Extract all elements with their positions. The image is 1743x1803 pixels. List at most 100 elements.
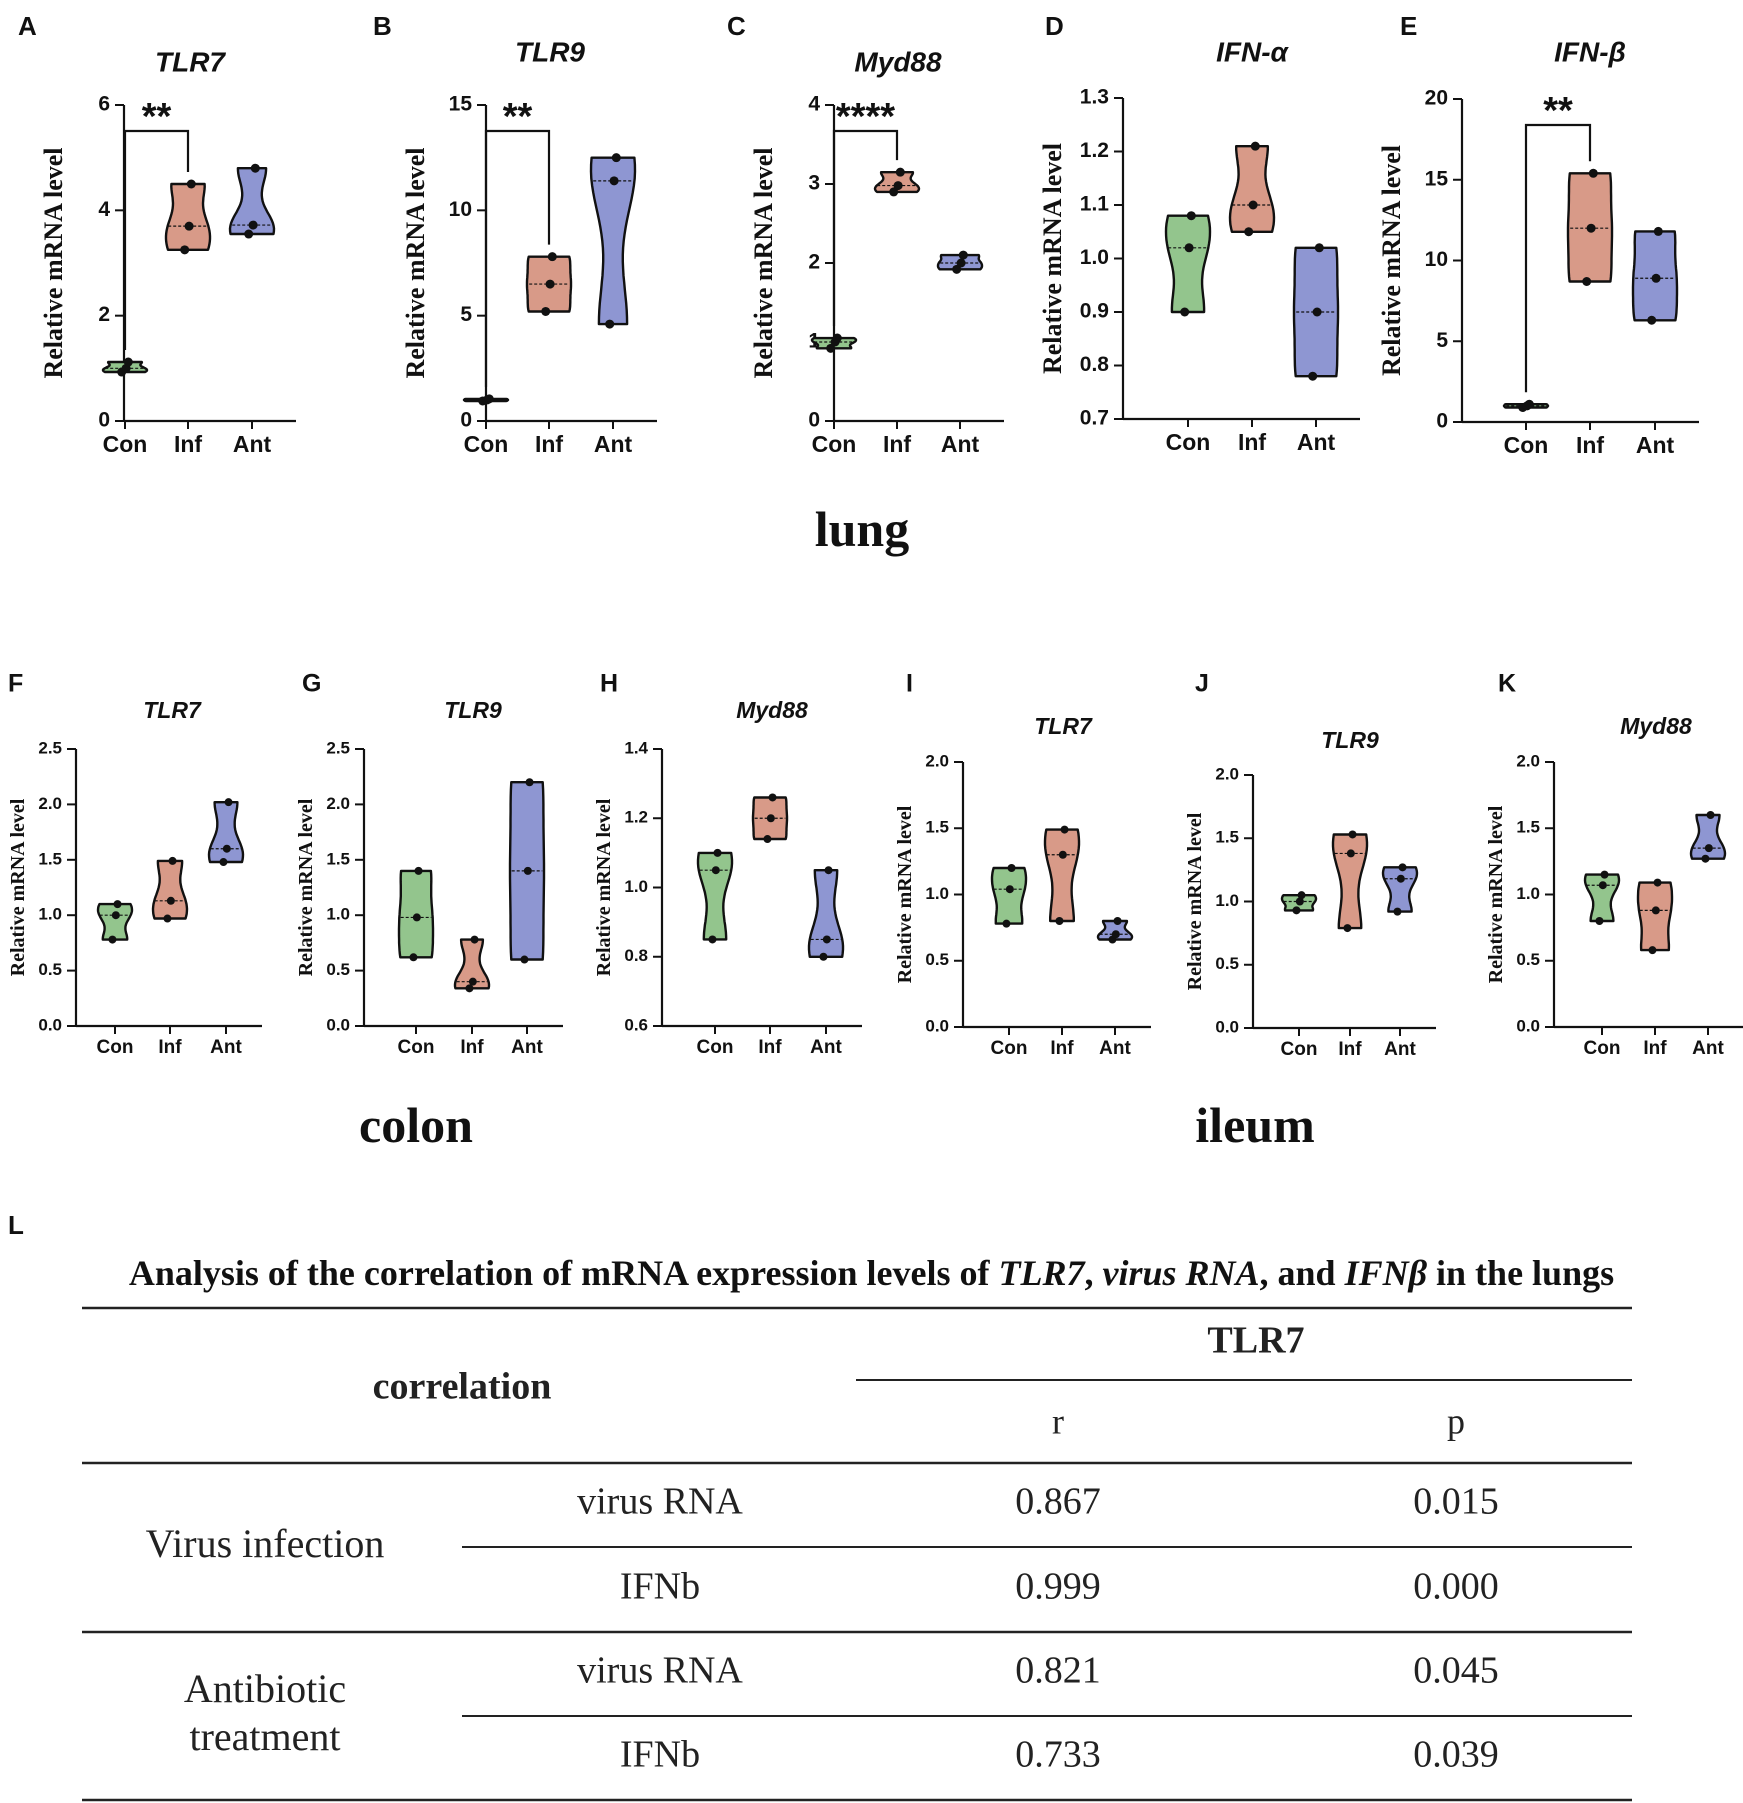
data-point-B-Ant <box>609 176 619 186</box>
table-cell-r: 0.821 <box>1015 1650 1101 1692</box>
data-point-E-Ant <box>1647 315 1657 325</box>
data-point-H-Inf <box>768 793 777 802</box>
data-point-F-Ant <box>219 858 228 867</box>
x-tick-label-F: Inf <box>158 1037 182 1058</box>
table-cell-p: 0.000 <box>1413 1566 1499 1608</box>
table-row-item: IFNb <box>620 1734 700 1776</box>
violin-D-Con <box>1164 214 1212 314</box>
data-point-I-Inf <box>1055 917 1064 925</box>
data-point-H-Con <box>708 935 717 944</box>
data-point-B-Inf <box>545 279 555 289</box>
data-point-I-Con <box>1007 864 1016 872</box>
x-tick-label-A: Con <box>103 431 148 457</box>
table-title: Analysis of the correlation of mRNA expr… <box>0 1252 1743 1294</box>
table-row-item: virus RNA <box>577 1481 743 1523</box>
y-tick-label-F: 1.0 <box>38 905 62 924</box>
x-tick-label-K: Ant <box>1692 1038 1724 1059</box>
chart-title-G: TLR9 <box>444 697 502 723</box>
data-point-J-Con <box>1292 906 1301 915</box>
y-axis-label-I: Relative mRNA level <box>894 805 916 983</box>
y-tick-label-H: 1.4 <box>624 738 648 757</box>
y-tick-label-C: 2 <box>808 251 820 274</box>
x-tick-label-C: Inf <box>883 431 911 457</box>
chart-title-C: Myd88 <box>854 46 942 77</box>
data-point-D-Inf <box>1248 200 1258 210</box>
x-tick-label-B: Con <box>464 431 509 457</box>
data-point-J-Ant <box>1396 874 1405 883</box>
data-point-J-Inf <box>1346 849 1355 858</box>
violin-J-Ant <box>1381 866 1419 913</box>
y-tick-label-C: 3 <box>808 172 820 195</box>
data-point-A-Ant <box>250 163 260 173</box>
y-tick-label-E: 5 <box>1436 329 1448 352</box>
data-point-K-Con <box>1598 881 1607 890</box>
x-tick-label-G: Inf <box>460 1037 484 1058</box>
x-tick-label-H: Inf <box>758 1037 782 1058</box>
data-point-D-Con <box>1184 243 1194 253</box>
data-point-A-Inf <box>184 221 194 231</box>
chart-title-J: TLR9 <box>1321 727 1379 753</box>
data-point-D-Con <box>1180 307 1190 317</box>
y-tick-label-J: 0.5 <box>1215 954 1239 973</box>
data-point-K-Ant <box>1701 854 1710 863</box>
violin-F-Inf <box>151 859 189 920</box>
data-point-F-Con <box>111 911 120 920</box>
data-point-D-Inf <box>1244 227 1254 237</box>
table-title-part: in the lungs <box>1427 1253 1615 1293</box>
y-tick-label-K: 0.0 <box>1516 1016 1540 1035</box>
data-point-J-Ant <box>1398 863 1407 872</box>
chart-title-I: TLR7 <box>1034 713 1093 739</box>
data-point-C-Inf <box>893 181 903 191</box>
x-tick-label-C: Con <box>812 431 857 457</box>
y-tick-label-E: 10 <box>1425 248 1448 271</box>
data-point-H-Inf <box>766 814 775 823</box>
y-tick-label-F: 2.5 <box>38 738 62 757</box>
chart-title-B: TLR9 <box>515 36 585 67</box>
data-point-C-Ant <box>958 250 968 260</box>
y-tick-label-I: 0.0 <box>925 1016 949 1035</box>
data-point-A-Ant <box>248 220 258 230</box>
table-title-part: TLR7 <box>998 1253 1085 1293</box>
data-point-C-Ant <box>956 258 966 268</box>
significance-label-E: ** <box>1543 90 1573 132</box>
y-tick-label-A: 0 <box>98 409 110 432</box>
y-tick-label-J: 1.5 <box>1215 828 1239 847</box>
data-point-I-Con <box>1002 919 1011 928</box>
table-title-part: , <box>1084 1253 1103 1293</box>
data-point-F-Ant <box>224 798 233 807</box>
significance-bracket-A <box>123 129 190 351</box>
violin-H-Con <box>696 851 734 941</box>
violin-D-Inf <box>1228 145 1276 233</box>
y-tick-label-E: 20 <box>1425 87 1448 110</box>
data-point-I-Inf <box>1058 850 1067 859</box>
data-point-C-Con <box>826 343 836 353</box>
y-tick-label-K: 1.0 <box>1516 884 1540 903</box>
y-tick-label-B: 15 <box>449 93 473 116</box>
panel-label-K: K <box>1498 670 1516 698</box>
data-point-I-Ant <box>1113 917 1122 925</box>
table-cell-p: 0.015 <box>1413 1481 1499 1523</box>
table-group-label: Virus infection <box>146 1521 385 1566</box>
data-point-G-Ant <box>525 778 534 787</box>
data-point-I-Con <box>1005 885 1014 894</box>
panel-label-H: H <box>600 670 618 698</box>
y-tick-label-H: 1.0 <box>624 877 648 896</box>
y-tick-label-D: 0.9 <box>1080 300 1109 323</box>
violin-I-Ant <box>1096 919 1134 941</box>
data-point-G-Con <box>412 913 421 922</box>
y-tick-label-D: 1.2 <box>1080 139 1109 162</box>
x-tick-label-I: Inf <box>1050 1038 1074 1059</box>
y-tick-label-G: 2.0 <box>326 794 350 813</box>
panel-label-J: J <box>1195 670 1209 698</box>
table-cell-r: 0.733 <box>1015 1734 1101 1776</box>
y-tick-label-H: 0.8 <box>624 946 648 965</box>
data-point-F-Ant <box>222 844 231 853</box>
violin-K-Ant <box>1689 813 1727 860</box>
data-point-C-Ant <box>952 264 962 274</box>
data-point-H-Con <box>711 866 720 875</box>
y-tick-label-J: 2.0 <box>1215 764 1239 783</box>
data-point-K-Con <box>1595 917 1604 925</box>
violin-K-Con <box>1583 873 1621 923</box>
section-label-ileum: ileum <box>1195 1097 1314 1153</box>
